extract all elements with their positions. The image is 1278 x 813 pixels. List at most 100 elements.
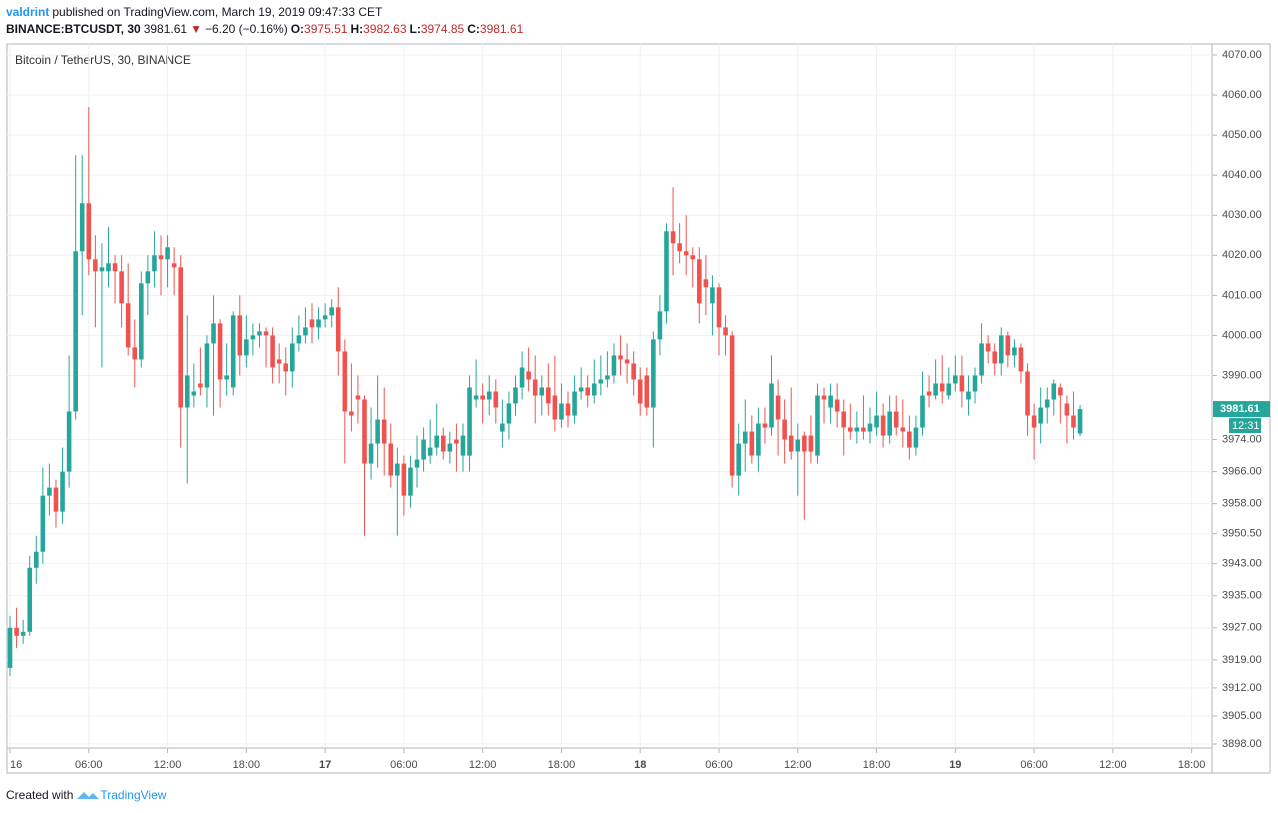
change: −6.20 (−0.16%)	[204, 22, 288, 36]
candle-body	[381, 419, 387, 444]
candle-body	[152, 255, 157, 272]
y-tick-label: 4010.00	[1222, 289, 1262, 301]
candle-body	[440, 435, 446, 452]
candle-body	[375, 419, 380, 444]
candle-body	[493, 391, 499, 408]
candle-body	[664, 231, 669, 312]
candle-body	[749, 431, 755, 456]
candle-body	[644, 375, 650, 408]
candle-body	[132, 347, 138, 360]
x-tick-label: 12:00	[1099, 759, 1127, 771]
candle-body	[631, 363, 636, 380]
candle-body	[966, 391, 971, 400]
candle-body	[349, 411, 354, 416]
candle-body	[1012, 347, 1017, 356]
candle-body	[427, 447, 433, 456]
candle-body	[591, 383, 597, 396]
candle-body	[1064, 403, 1070, 416]
y-tick-label: 3943.00	[1222, 558, 1262, 570]
candle-body	[322, 315, 328, 320]
candle-body	[900, 427, 906, 432]
candle-body	[33, 551, 39, 568]
candle-body	[47, 487, 52, 496]
candle-body	[368, 443, 374, 464]
candle-body	[847, 427, 853, 432]
candle-body	[329, 307, 334, 316]
quote-line: BINANCE:BTCUSDT, 30 3981.61 ▼ −6.20 (−0.16%…	[6, 22, 526, 36]
candle-body	[782, 419, 787, 440]
candle-body	[756, 423, 761, 456]
candle-body	[795, 439, 801, 452]
candle-body	[53, 487, 59, 512]
x-tick-label: 18	[634, 759, 646, 771]
candle-body	[224, 375, 229, 380]
candle-body	[907, 431, 912, 448]
candle-body	[637, 379, 643, 404]
y-tick-label: 3919.00	[1222, 654, 1262, 666]
y-tick-label: 3927.00	[1222, 622, 1262, 634]
candle-body	[703, 279, 709, 288]
candle-body	[710, 287, 715, 304]
x-tick-label: 17	[319, 759, 331, 771]
author[interactable]: valdrint	[6, 5, 50, 19]
candle-body	[421, 439, 426, 460]
y-tick-label: 3935.00	[1222, 590, 1262, 602]
candle-body	[335, 307, 341, 352]
last-price-box	[1213, 401, 1270, 418]
candle-body	[99, 267, 105, 272]
candle-body	[559, 403, 564, 420]
x-tick-label: 18:00	[548, 759, 576, 771]
candle-body	[532, 379, 538, 396]
brand[interactable]: TradingView	[100, 788, 167, 802]
candle-body	[342, 351, 348, 412]
candle-body	[657, 311, 663, 340]
y-tick-label: 4060.00	[1222, 89, 1262, 101]
x-tick-label: 06:00	[75, 759, 103, 771]
candle-body	[66, 411, 72, 472]
o-value: 3975.51	[304, 22, 348, 36]
c-value: 3981.61	[479, 22, 524, 36]
candle-body	[670, 231, 676, 244]
candle-body	[395, 463, 400, 476]
x-tick-label: 12:00	[784, 759, 812, 771]
l-value: 3974.85	[420, 22, 465, 36]
candle-body	[27, 567, 33, 632]
candle-body	[716, 287, 722, 328]
candle-body	[86, 203, 92, 260]
candle-body	[834, 399, 840, 412]
candle-body	[506, 403, 512, 424]
candle-body	[165, 247, 170, 260]
h-value: 3982.63	[363, 22, 407, 36]
candle-body	[112, 263, 118, 272]
candle-body	[953, 375, 958, 384]
candle-body	[841, 411, 847, 428]
candle-body	[854, 427, 860, 432]
x-tick-label: 18:00	[233, 759, 261, 771]
candle-body	[1038, 407, 1043, 424]
candle-body	[303, 327, 308, 336]
candle-body	[526, 371, 531, 380]
candle-body	[683, 251, 689, 256]
candle-body	[867, 423, 873, 432]
candle-body	[434, 435, 440, 448]
y-tick-label: 3912.00	[1222, 682, 1262, 694]
created-with: Created with	[6, 788, 74, 802]
candle-body	[276, 359, 282, 364]
publish-line: valdrint published on TradingView.com, Ma…	[6, 5, 385, 19]
candle-body	[959, 375, 965, 392]
h-label: H:	[350, 22, 364, 36]
candle-body	[486, 391, 492, 400]
candle-body	[697, 259, 702, 304]
candle-body	[316, 319, 321, 328]
candle-body	[723, 327, 728, 336]
candle-body	[802, 435, 807, 452]
x-tick-label: 16	[10, 759, 22, 771]
candle-body	[191, 391, 197, 396]
candle-body	[861, 427, 866, 432]
candle-body	[7, 627, 13, 668]
candle-body	[388, 443, 394, 476]
candle-body	[211, 323, 216, 344]
candle-body	[362, 399, 367, 464]
candle-body	[125, 303, 131, 348]
